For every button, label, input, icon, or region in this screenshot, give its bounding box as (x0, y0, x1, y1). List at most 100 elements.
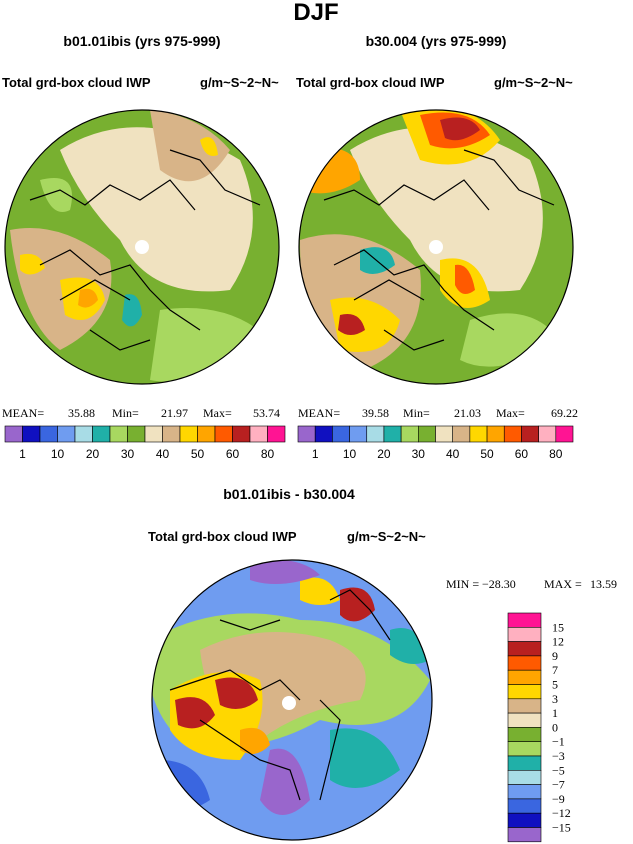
colorbar-box (507, 641, 542, 657)
colorbar-box (127, 425, 146, 443)
colorbar-box (507, 655, 542, 671)
colorbar-label: 60 (226, 447, 240, 461)
colorbar-label: 30 (412, 447, 426, 461)
colorbar-box (503, 425, 522, 443)
colorbar-box (507, 812, 542, 828)
colorbar-label: 40 (446, 447, 460, 461)
stat-value: 35.88 (68, 406, 95, 420)
stat-label: Max= (496, 406, 525, 420)
colorbar-label: 60 (515, 447, 529, 461)
pole (135, 240, 149, 254)
panel-subtitle: b01.01ibis (yrs 975-999) (63, 33, 220, 49)
min-max: MIN = −28.30 MAX = 13.59 (446, 577, 617, 591)
panel-label: Total grd-box cloud IWP (2, 75, 151, 90)
coastline (169, 589, 391, 801)
colorbar-label: 10 (343, 447, 357, 461)
colorbar-label: −3 (552, 749, 565, 763)
colorbar-box (507, 712, 542, 728)
colorbar-box (383, 425, 402, 443)
colorbar-box (74, 425, 93, 443)
colorbar-box (267, 425, 286, 443)
colorbar-box (452, 425, 471, 443)
colorbar-box (555, 425, 574, 443)
stat-label: MEAN= (298, 406, 340, 420)
colorbar-box (314, 425, 333, 443)
colorbar-label: 40 (156, 447, 170, 461)
colorbar-box (507, 769, 542, 785)
colorbar-label: 80 (549, 447, 563, 461)
colorbar-box (507, 626, 542, 642)
colorbar-label: 20 (377, 447, 391, 461)
colorbar-label: 50 (191, 447, 205, 461)
stat-value: 39.58 (362, 406, 389, 420)
colorbar-label: −7 (552, 778, 565, 792)
colorbar-box (179, 425, 198, 443)
colorbar-box (39, 425, 58, 443)
panel-units: g/m~S~2~N~ (200, 75, 279, 90)
colorbar-box (507, 798, 542, 814)
panel-units: g/m~S~2~N~ (494, 75, 573, 90)
colorbar-box (332, 425, 350, 443)
colorbar-box (57, 425, 76, 443)
colorbar-label: −12 (552, 806, 571, 820)
colorbar-box (249, 425, 268, 443)
colorbar-box (486, 425, 505, 443)
colorbar-box (109, 425, 128, 443)
panel-units: g/m~S~2~N~ (347, 529, 426, 544)
colorbar-label: 15 (552, 620, 564, 634)
panel-label: Total grd-box cloud IWP (148, 529, 297, 544)
colorbar-label: −9 (552, 792, 565, 806)
panel-label: Total grd-box cloud IWP (296, 75, 445, 90)
colorbar-label: −5 (552, 763, 565, 777)
colorbar-label: 9 (552, 649, 558, 663)
figure-title: DJF (293, 0, 338, 26)
map-border (298, 109, 574, 385)
colorbar-box (507, 784, 542, 800)
colorbar-box (507, 684, 542, 700)
colorbar-label: 30 (121, 447, 135, 461)
colorbar-box (22, 425, 41, 443)
stat-value: 69.22 (551, 406, 578, 420)
colorbar-box (366, 425, 385, 443)
stat-value: 53.74 (253, 406, 280, 420)
colorbar-box (349, 425, 368, 443)
colorbar-label: −15 (552, 821, 571, 835)
colorbar-box (507, 669, 542, 685)
colorbar-box (507, 612, 542, 628)
panel-subtitle: b30.004 (yrs 975-999) (366, 33, 507, 49)
pole (282, 696, 296, 710)
stat-label: MEAN= (2, 406, 44, 420)
colorbar-label: 50 (480, 447, 494, 461)
colorbar-box (521, 425, 539, 443)
colorbar-box (418, 425, 436, 443)
colorbar-label: 5 (552, 678, 558, 692)
min-value: −28.30 (482, 577, 516, 591)
colorbar-box (144, 425, 163, 443)
pole (429, 240, 443, 254)
colorbar-label: 10 (51, 447, 65, 461)
colorbar-box (435, 425, 453, 443)
coastline (29, 149, 261, 351)
stats: MEAN= 35.88 Min= 21.97 Max= 53.74 MEAN= … (2, 406, 578, 420)
stat-label: Max= (203, 406, 232, 420)
stat-value: 21.03 (454, 406, 481, 420)
stat-label: Min= (403, 406, 430, 420)
colorbar-label: 1 (312, 447, 319, 461)
map-border (151, 559, 433, 841)
colorbar-label: 20 (86, 447, 100, 461)
colorbar-box (400, 425, 419, 443)
colorbar-box (214, 425, 233, 443)
colorbar-box (297, 425, 316, 443)
colorbar-label: 0 (552, 720, 558, 734)
colorbar-box (507, 827, 542, 843)
colorbar-label: −1 (552, 735, 565, 749)
colorbar-label: 1 (552, 706, 558, 720)
colorbar-label: 80 (261, 447, 275, 461)
colorbar-box (92, 425, 111, 443)
panel-subtitle: b01.01ibis - b30.004 (223, 486, 355, 502)
colorbar-box (507, 755, 542, 771)
colorbar-box (232, 425, 251, 443)
colorbar-box (4, 425, 23, 443)
coastline (323, 149, 555, 351)
